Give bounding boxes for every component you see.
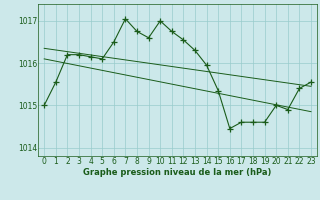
- X-axis label: Graphe pression niveau de la mer (hPa): Graphe pression niveau de la mer (hPa): [84, 168, 272, 177]
